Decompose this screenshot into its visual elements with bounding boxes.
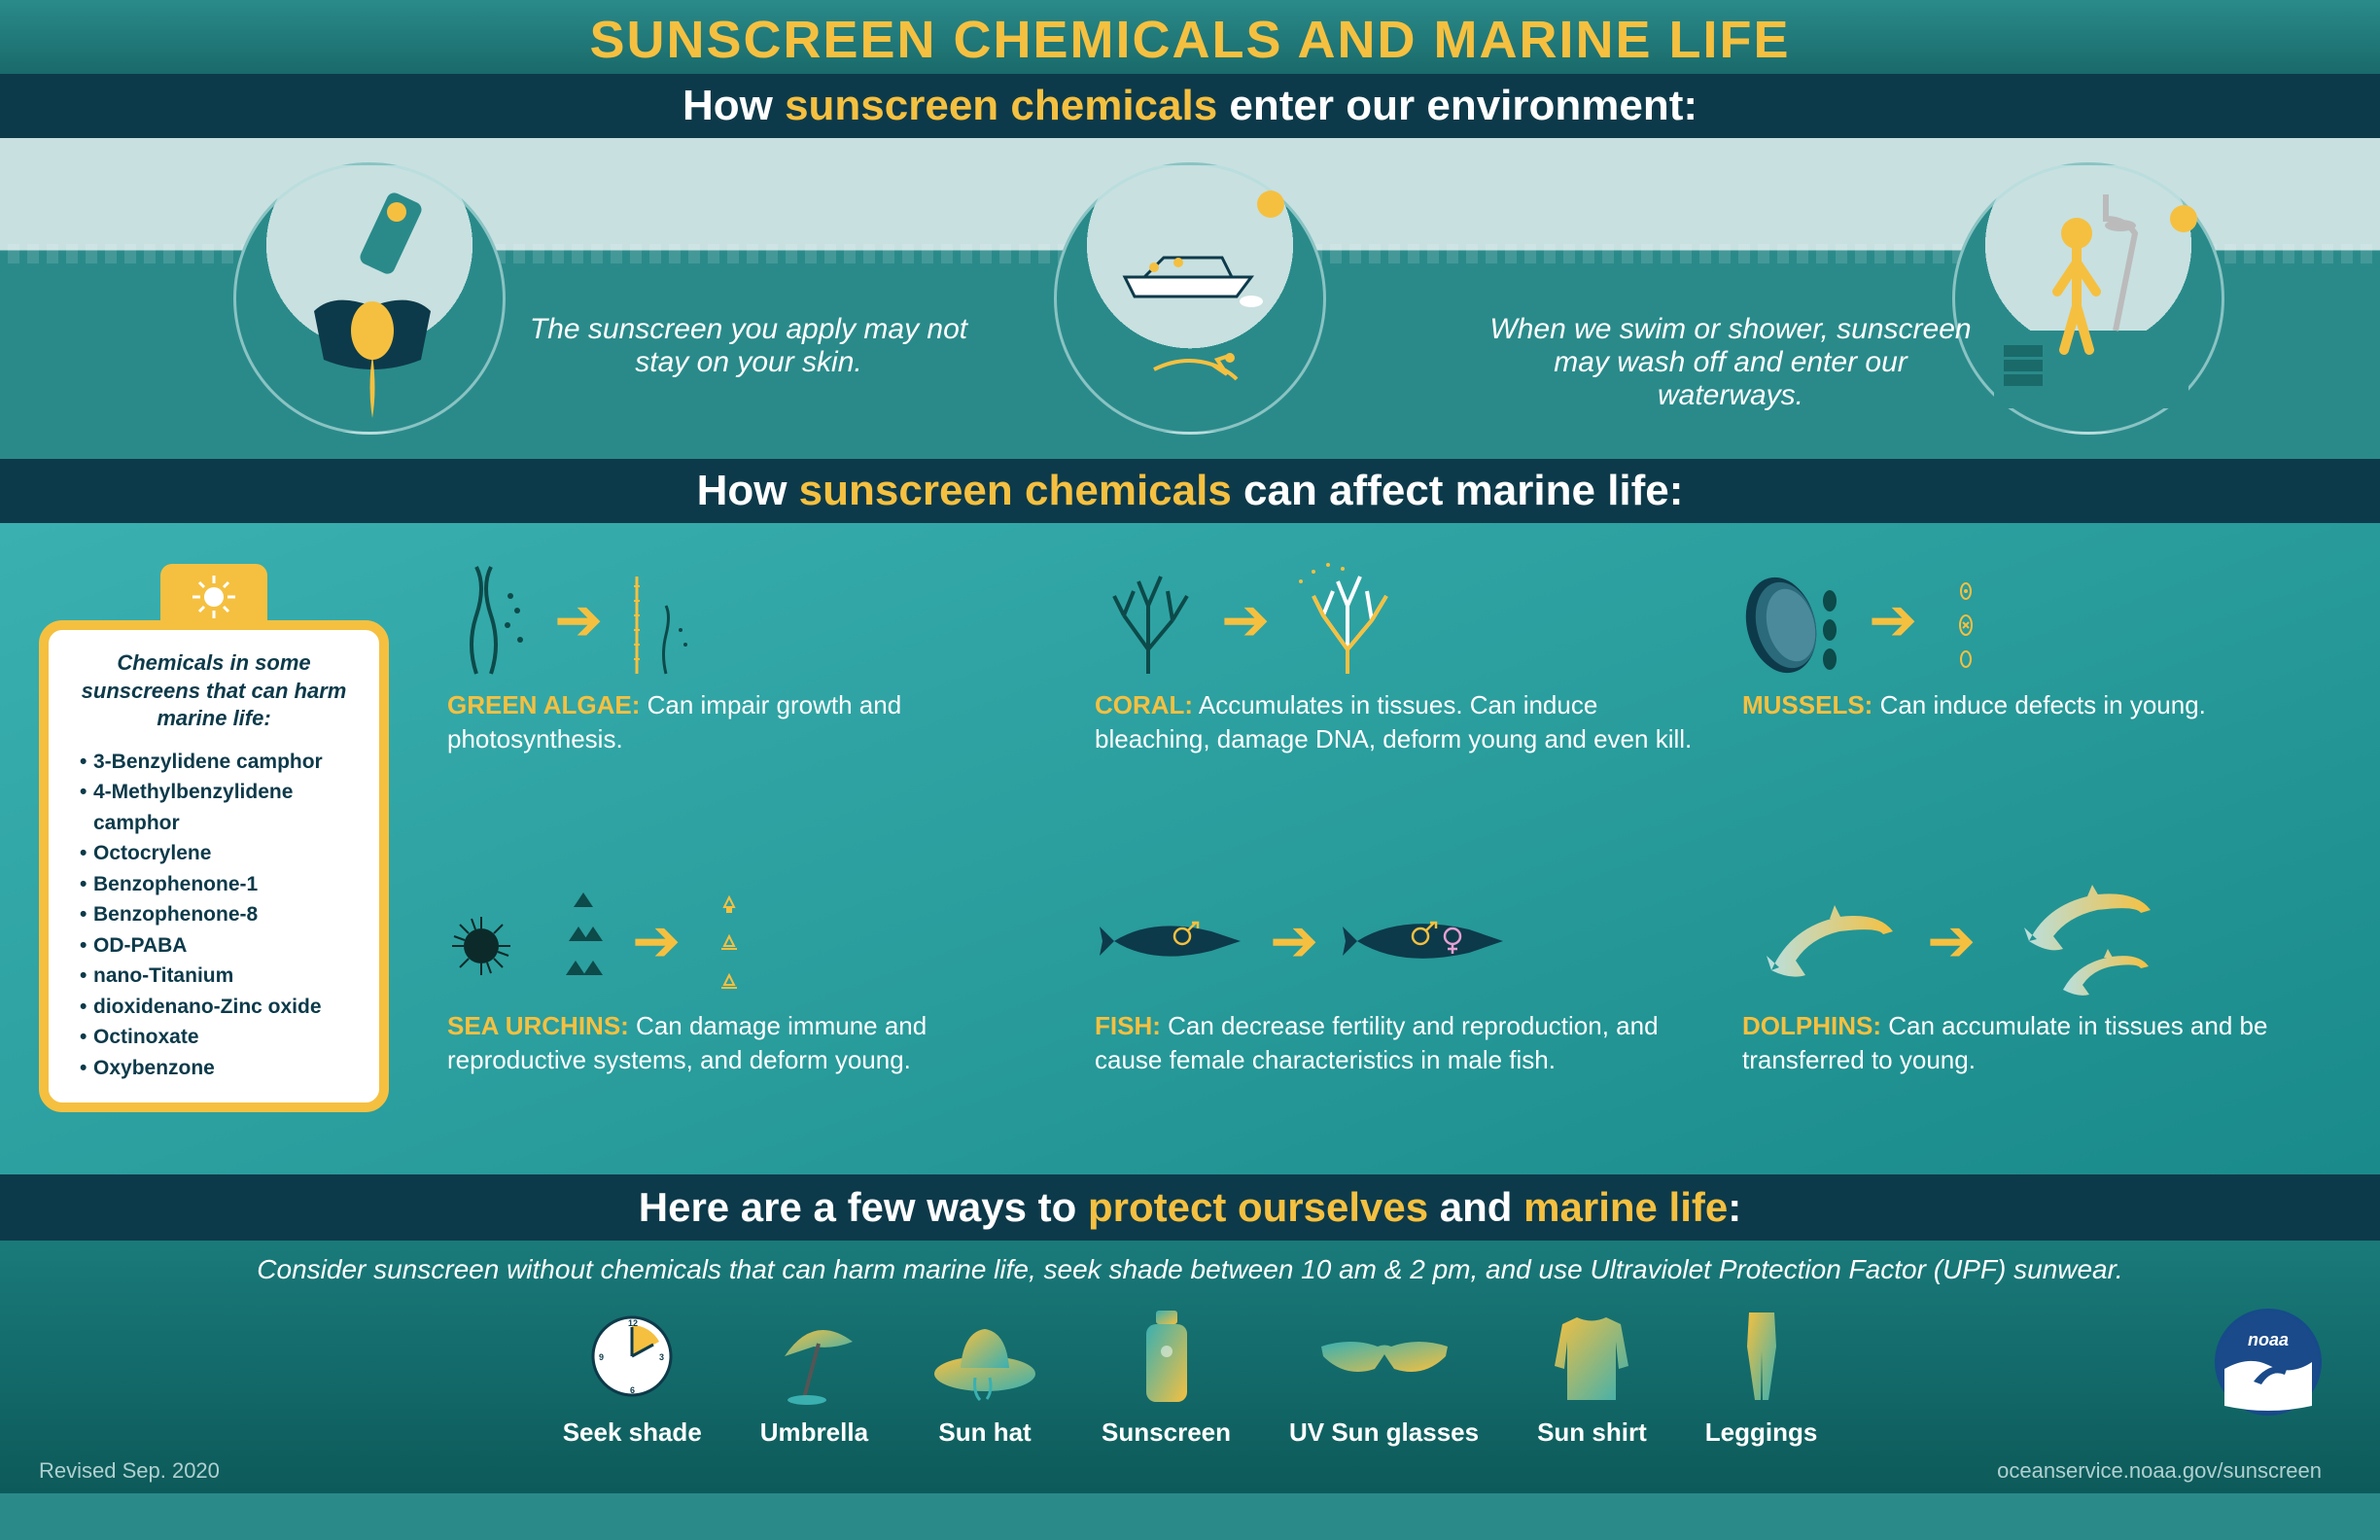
protect-sunscreen: Sunscreen	[1102, 1303, 1231, 1448]
illus-boat	[1054, 162, 1326, 435]
species-dolphins: ➔ DOLPHINS: Can accumulate in tissues an…	[1742, 873, 2341, 1136]
svg-text:9: 9	[599, 1352, 604, 1362]
sun-icon	[160, 564, 267, 630]
protect-umbrella: Umbrella	[760, 1303, 868, 1448]
svg-text:3: 3	[659, 1352, 664, 1362]
env-text-2: When we swim or shower, sunscreen may wa…	[1488, 313, 1974, 412]
svg-text:6: 6	[630, 1385, 635, 1395]
section2-heading: How sunscreen chemicals can affect marin…	[0, 459, 2380, 523]
species-urchins: ➔ SEA URCHINS: Can damage immune and rep…	[447, 873, 1046, 1136]
illus-shower	[1952, 162, 2224, 435]
protect-shade: 12369 Seek shade	[563, 1303, 702, 1448]
main-title: SUNSCREEN CHEMICALS AND MARINE LIFE	[0, 0, 2380, 74]
illus-hands	[233, 162, 506, 435]
footer-revised: Revised Sep. 2020	[39, 1458, 220, 1484]
svg-text:12: 12	[628, 1318, 638, 1328]
protect-sunhat: Sun hat	[927, 1303, 1043, 1448]
footer-url: oceanservice.noaa.gov/sunscreen	[1997, 1458, 2322, 1484]
bottle-heading: Chemicals in some sunscreens that can ha…	[70, 649, 358, 733]
section3-heading: Here are a few ways to protect ourselves…	[0, 1174, 2380, 1241]
protect-intro: Consider sunscreen without chemicals tha…	[39, 1254, 2341, 1285]
chemical-list: 3-Benzylidene camphor4-Methylbenzylidene…	[70, 747, 358, 1084]
protect-leggings: Leggings	[1705, 1303, 1818, 1448]
noaa-logo: noaa	[2215, 1309, 2322, 1416]
svg-text:noaa: noaa	[2248, 1330, 2289, 1349]
protect-section: Consider sunscreen without chemicals tha…	[0, 1241, 2380, 1493]
species-coral: ➔ CORAL: Accumulates in tissues. Can ind…	[1095, 552, 1694, 815]
protect-glasses: UV Sun glasses	[1289, 1303, 1479, 1448]
protect-shirt: Sun shirt	[1537, 1303, 1647, 1448]
affect-section: Chemicals in some sunscreens that can ha…	[0, 523, 2380, 1174]
env-text-1: The sunscreen you apply may not stay on …	[525, 313, 972, 379]
environment-section: The sunscreen you apply may not stay on …	[0, 138, 2380, 459]
chemicals-bottle: Chemicals in some sunscreens that can ha…	[39, 552, 389, 1112]
species-mussels: ➔ MUSSELS: Can induce defects in young.	[1742, 552, 2341, 815]
species-algae: ➔ GREEN ALGAE: Can impair growth and pho…	[447, 552, 1046, 815]
species-fish: ➔ FISH: Can decrease fertility and repro…	[1095, 873, 1694, 1136]
section1-heading: How sunscreen chemicals enter our enviro…	[0, 74, 2380, 138]
